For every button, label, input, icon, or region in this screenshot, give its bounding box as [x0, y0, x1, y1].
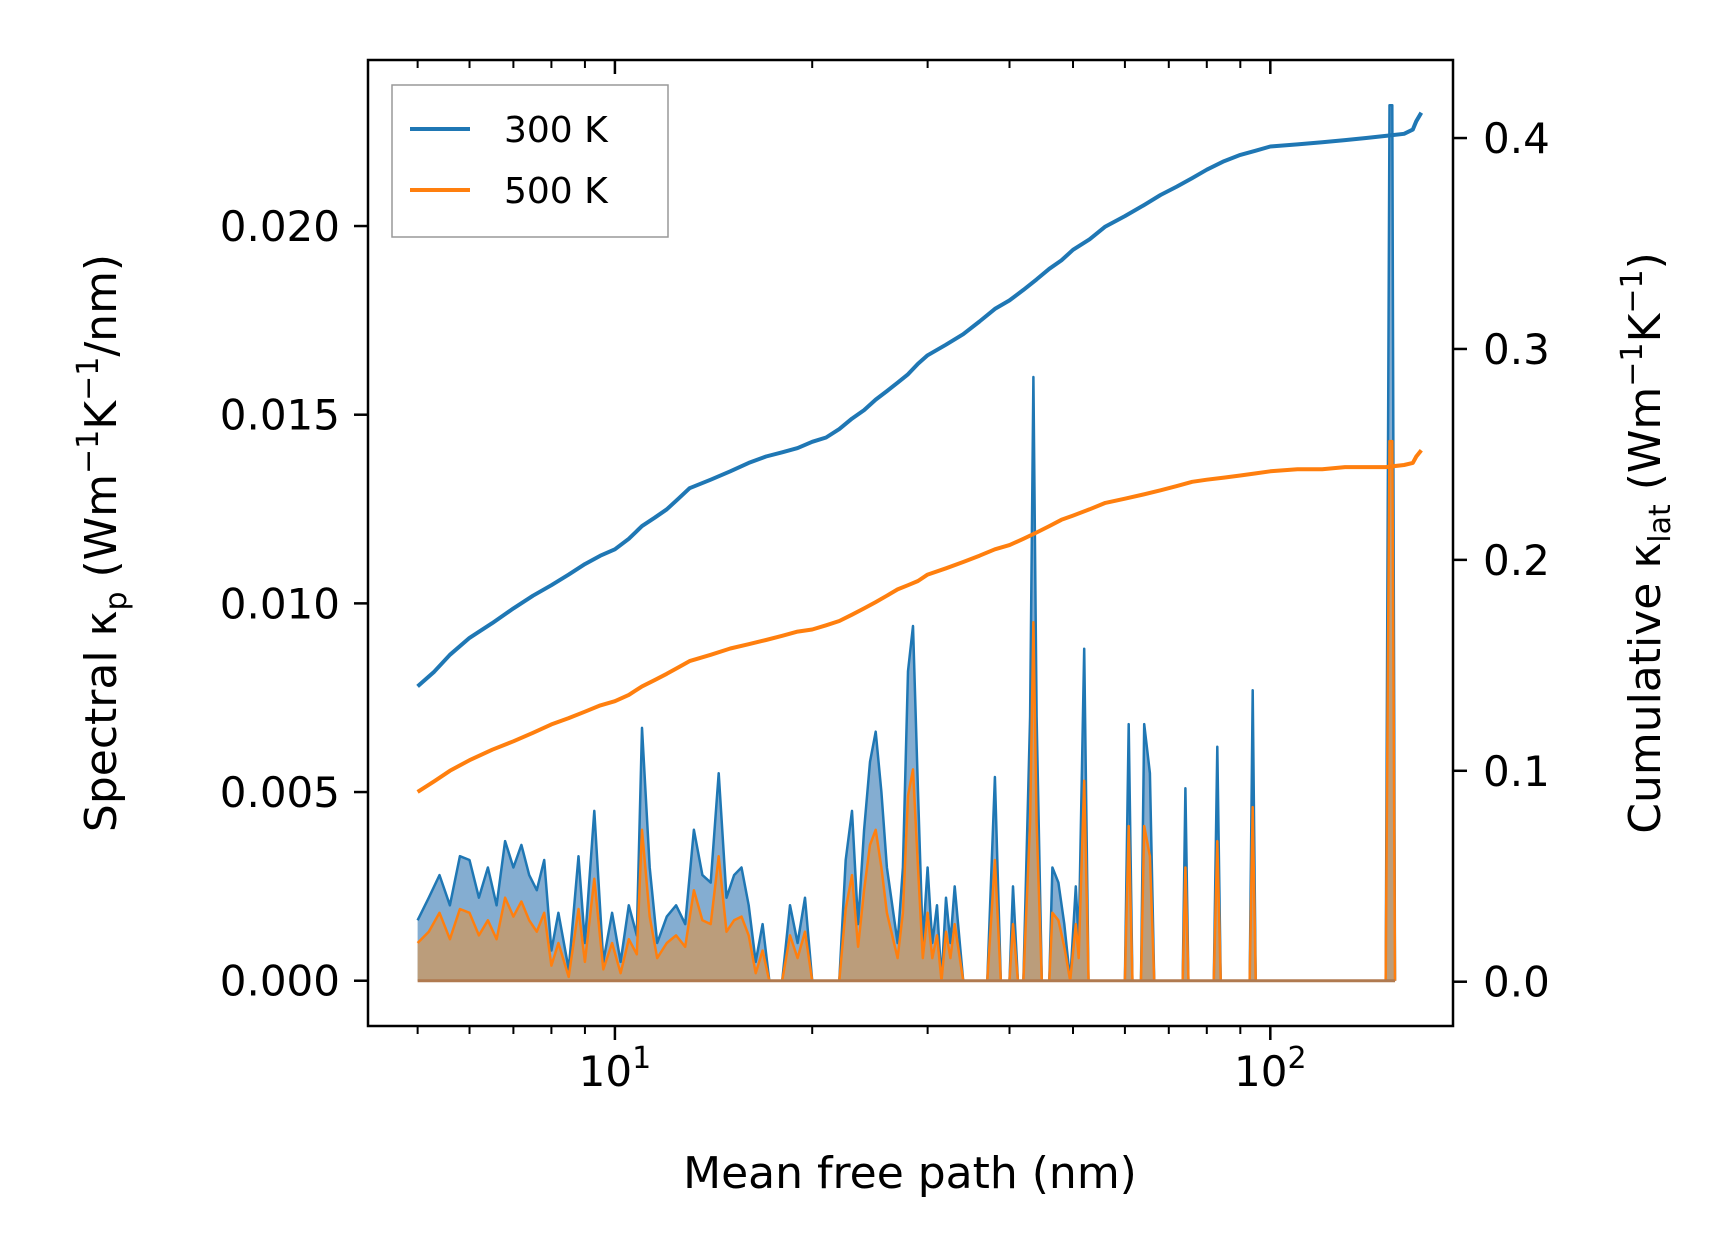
legend-label-300k: 300 K: [504, 110, 609, 151]
y-left-tick-label: 0.010: [220, 579, 340, 628]
axis-ticks: 0.000 0.005 0.010 0.015 0.020 0.0 0.1 0.2 0.3 0.4…: [220, 60, 1550, 1096]
x-tick-label: 101: [579, 1041, 652, 1096]
x-tick-label: 102: [1234, 1041, 1307, 1096]
y-right-tick-label: 0.2: [1483, 536, 1550, 585]
spectral-300k-area: [417, 105, 1396, 981]
y-left-tick-label: 0.005: [220, 768, 340, 817]
legend-label-500k: 500 K: [504, 171, 609, 212]
y-left-label-sup1: −1: [71, 430, 106, 474]
cumulative-300k-line: [416, 111, 1424, 688]
y-left-label-sup2: −1: [71, 357, 106, 401]
cumulative-500k-line: [416, 448, 1423, 794]
y-right-label-unit-close: ): [1620, 252, 1671, 269]
y-left-label-mid: K: [76, 400, 127, 430]
y-axis-left-label: Spectral κp (Wm−1K−1/nm): [71, 254, 134, 832]
spectral-500k-area: [417, 441, 1396, 981]
y-left-tick-label: 0.015: [220, 391, 340, 440]
y-right-tick-label: 0.1: [1483, 747, 1550, 796]
y-right-label-unit-open: (Wm: [1620, 387, 1671, 505]
y-axis-right-label: Cumulative κlat (Wm−1K−1): [1615, 252, 1678, 834]
spectral-300k-line: [416, 104, 1397, 982]
y-left-tick-label: 0.020: [220, 202, 340, 251]
y-right-tick-label: 0.3: [1483, 325, 1550, 374]
y-left-label-unit-open: (Wm: [76, 474, 127, 592]
legend-frame: [391, 84, 669, 238]
cumulative-lines: [416, 111, 1424, 794]
y-right-label-sup1: −1: [1615, 342, 1650, 386]
legend: 300 K 500 K: [391, 84, 669, 238]
y-left-tick-label: 0.000: [220, 957, 340, 1006]
y-right-label-sub: lat: [1643, 504, 1678, 543]
y-right-tick-label: 0.4: [1483, 114, 1550, 163]
spectral-fills: [416, 104, 1397, 983]
y-right-label-mid: K: [1620, 312, 1671, 342]
y-left-label-sub: p: [99, 591, 134, 610]
y-left-label-unit-close: /nm): [76, 254, 127, 357]
x-axis-label: Mean free path (nm): [683, 1148, 1137, 1199]
y-left-label-main: Spectral κ: [76, 611, 127, 833]
y-right-tick-label: 0.0: [1483, 958, 1550, 1007]
y-right-label-main: Cumulative κ: [1620, 543, 1671, 834]
y-right-label-sup2: −1: [1615, 269, 1650, 313]
plot-frame: [366, 58, 1455, 1028]
spectral-500k-line: [416, 439, 1397, 982]
